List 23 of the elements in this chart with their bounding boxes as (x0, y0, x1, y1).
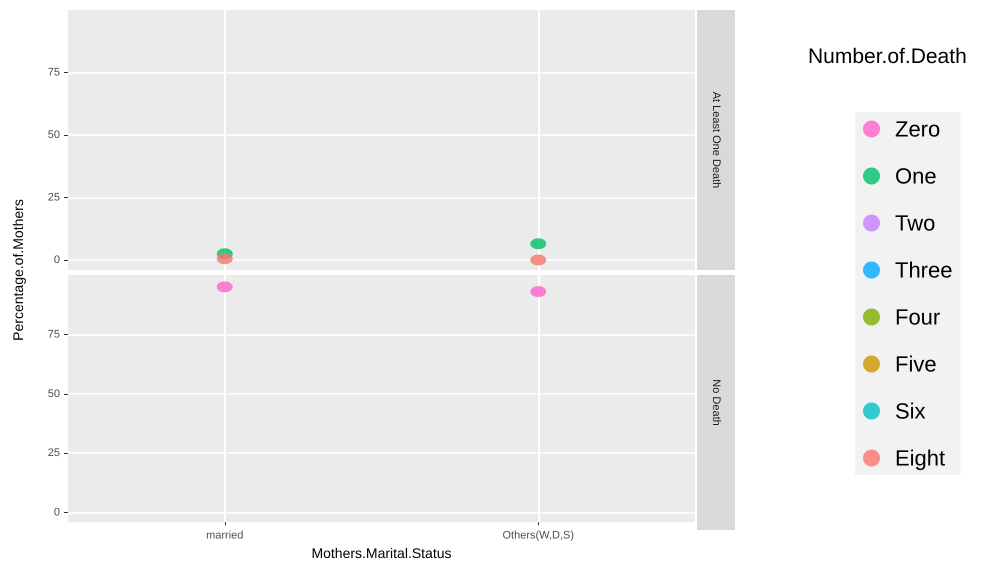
y-tick-label: 50 (48, 129, 60, 141)
y-tick-label: 0 (54, 506, 60, 519)
y-tick-label: 75 (48, 66, 60, 78)
y-tick-label: 75 (48, 328, 60, 340)
text: At Least One Death (710, 92, 722, 188)
y-tick-label: 0 (54, 254, 60, 266)
x-tick-label: married (206, 530, 244, 542)
x-axis-title: Mothers.Marital.Status (311, 545, 452, 561)
legend-label: Six (895, 398, 926, 424)
legend-label: Eight (895, 446, 946, 470)
legend-label: Four (895, 304, 940, 330)
legend-label: Two (895, 210, 936, 236)
y-tick-label: 50 (48, 388, 60, 400)
legend-title: Number.of.Death (808, 45, 967, 68)
text: No Death (710, 379, 722, 426)
legend-label: One (895, 164, 937, 188)
legend-label: Three (895, 258, 952, 282)
y-axis-title: Percentage.of.Mothers (10, 199, 26, 341)
y-tick-label: 25 (48, 192, 60, 204)
legend-label: Five (895, 352, 937, 376)
y-tick-label: 25 (48, 447, 60, 460)
x-tick-label: Others(W,D,S) (502, 530, 574, 542)
legend-label: Zero (895, 116, 940, 142)
